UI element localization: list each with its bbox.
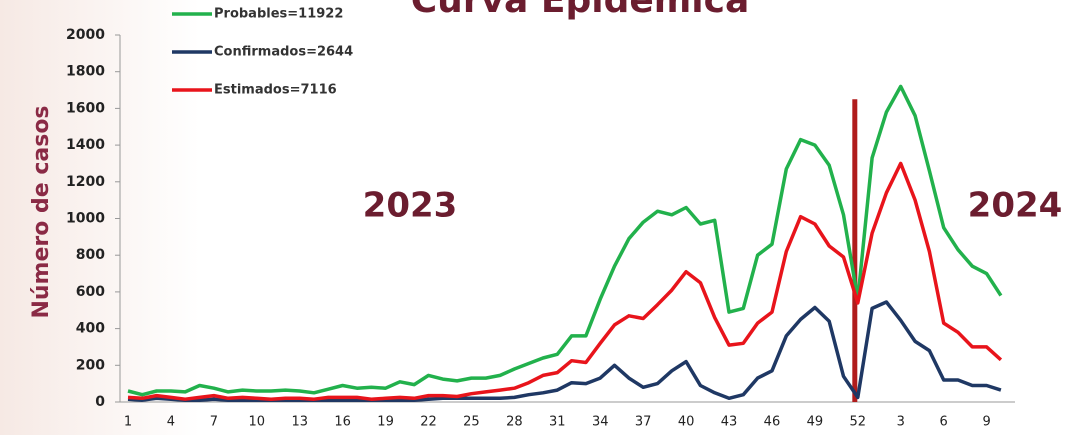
x-tick-label: 10: [249, 415, 266, 430]
legend-label: Estimados=7116: [214, 83, 337, 98]
x-tick-label: 19: [377, 415, 394, 430]
background-pattern: [0, 0, 200, 435]
y-tick-label: 1600: [66, 100, 105, 116]
x-tick-label: 1: [124, 415, 132, 430]
x-tick-label: 7: [210, 415, 218, 430]
annotation: 2024: [968, 186, 1063, 226]
x-tick-label: 49: [807, 415, 824, 430]
y-tick-label: 1200: [66, 174, 105, 190]
chart-title: Curva Epidémica: [411, 0, 749, 21]
y-tick-label: 800: [76, 247, 105, 263]
y-tick-label: 1000: [66, 211, 105, 227]
x-tick-label: 4: [167, 415, 175, 430]
series-line: [127, 300, 1002, 402]
x-tick-label: 22: [420, 415, 437, 430]
x-tick-label: 52: [850, 415, 867, 430]
x-tick-label: 25: [463, 415, 480, 430]
x-tick-label: 16: [334, 415, 351, 430]
y-tick-label: 200: [76, 357, 105, 373]
annotation: 2023: [363, 186, 458, 226]
y-tick-label: 1800: [66, 64, 105, 80]
x-tick-label: 40: [678, 415, 695, 430]
y-tick-label: 1400: [66, 137, 105, 153]
x-tick-label: 31: [549, 415, 566, 430]
x-tick-label: 6: [940, 415, 948, 430]
y-axis-label: Número de casos: [29, 105, 54, 318]
x-tick-label: 3: [897, 415, 905, 430]
y-tick-label: 600: [76, 284, 105, 300]
legend-label: Confirmados=2644: [214, 45, 353, 60]
y-tick-label: 0: [95, 394, 105, 410]
x-tick-label: 28: [506, 415, 523, 430]
x-tick-label: 37: [635, 415, 652, 430]
x-tick-label: 43: [721, 415, 738, 430]
y-tick-label: 2000: [66, 27, 105, 43]
x-tick-label: 46: [764, 415, 781, 430]
series-line: [127, 161, 1003, 401]
x-tick-label: 13: [291, 415, 308, 430]
x-tick-label: 34: [592, 415, 609, 430]
legend-label: Probables=11922: [214, 7, 343, 22]
series-line: [127, 84, 1003, 397]
x-tick-label: 9: [982, 415, 990, 430]
y-tick-label: 400: [76, 321, 105, 337]
